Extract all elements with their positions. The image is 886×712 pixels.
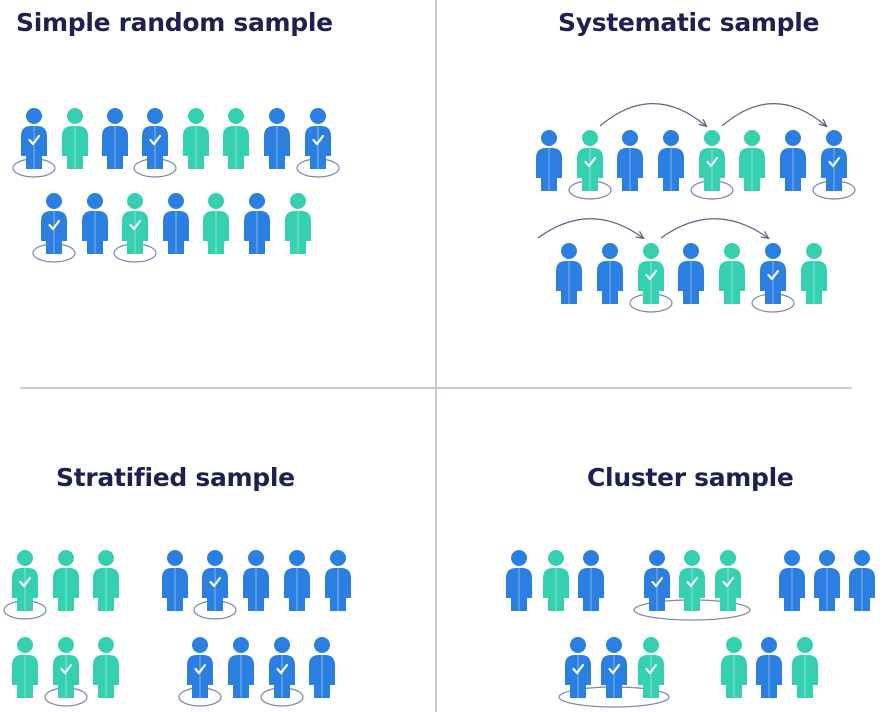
person-icon <box>243 550 269 611</box>
person-icon <box>638 243 664 304</box>
check-icon <box>149 134 162 146</box>
person-icon <box>93 637 119 698</box>
cluster-sample-title: Cluster sample <box>587 463 794 492</box>
arrow-icon <box>660 218 768 238</box>
person-icon <box>715 550 741 611</box>
check-icon <box>722 576 735 588</box>
person-icon <box>658 130 684 191</box>
check-icon <box>60 663 73 675</box>
person-icon <box>162 550 188 611</box>
person-icon <box>577 130 603 191</box>
person-icon <box>285 193 311 254</box>
person-icon <box>506 550 532 611</box>
person-icon <box>739 130 765 191</box>
person-icon <box>678 243 704 304</box>
check-icon <box>209 576 222 588</box>
arrow-icon <box>537 218 643 238</box>
person-icon <box>53 637 79 698</box>
person-icon <box>203 193 229 254</box>
person-icon <box>284 550 310 611</box>
person-icon <box>102 108 128 169</box>
check-icon <box>48 219 61 231</box>
check-icon <box>276 663 289 675</box>
person-icon <box>699 130 725 191</box>
person-icon <box>309 637 335 698</box>
person-icon <box>780 130 806 191</box>
person-icon <box>565 637 591 698</box>
check-icon <box>686 576 699 588</box>
person-icon <box>82 193 108 254</box>
person-icon <box>53 550 79 611</box>
person-icon <box>578 550 604 611</box>
check-icon <box>194 663 207 675</box>
person-icon <box>644 550 670 611</box>
check-icon <box>572 663 585 675</box>
arrow-icon <box>721 103 826 126</box>
person-icon <box>223 108 249 169</box>
person-icon <box>679 550 705 611</box>
person-icon <box>202 550 228 611</box>
person-icon <box>756 637 782 698</box>
person-icon <box>41 193 67 254</box>
systematic-sample-title: Systematic sample <box>558 8 820 37</box>
check-icon <box>28 134 41 146</box>
person-icon <box>719 243 745 304</box>
check-icon <box>608 663 621 675</box>
person-icon <box>325 550 351 611</box>
person-icon <box>21 108 47 169</box>
person-icon <box>93 550 119 611</box>
person-icon <box>617 130 643 191</box>
person-icon <box>187 637 213 698</box>
stratified-sample-title: Stratified sample <box>56 463 295 492</box>
person-icon <box>779 550 805 611</box>
person-icon <box>244 193 270 254</box>
person-icon <box>821 130 847 191</box>
person-icon <box>163 193 189 254</box>
person-icon <box>183 108 209 169</box>
person-icon <box>556 243 582 304</box>
person-icon <box>122 193 148 254</box>
person-icon <box>601 637 627 698</box>
person-icon <box>269 637 295 698</box>
person-icon <box>536 130 562 191</box>
person-icon <box>760 243 786 304</box>
check-icon <box>706 156 719 168</box>
person-icon <box>597 243 623 304</box>
person-icon <box>305 108 331 169</box>
person-icon <box>228 637 254 698</box>
check-icon <box>312 134 325 146</box>
check-icon <box>584 156 597 168</box>
arrow-icon <box>599 103 706 126</box>
check-icon <box>19 576 32 588</box>
check-icon <box>645 663 658 675</box>
person-icon <box>638 637 664 698</box>
check-icon <box>651 576 664 588</box>
person-icon <box>142 108 168 169</box>
check-icon <box>767 269 780 281</box>
person-icon <box>12 550 38 611</box>
simple-random-sample-title: Simple random sample <box>16 8 333 37</box>
person-icon <box>62 108 88 169</box>
check-icon <box>828 156 841 168</box>
person-icon <box>12 637 38 698</box>
person-icon <box>721 637 747 698</box>
person-icon <box>264 108 290 169</box>
person-icon <box>543 550 569 611</box>
check-icon <box>645 269 658 281</box>
person-icon <box>849 550 875 611</box>
check-icon <box>129 219 142 231</box>
person-icon <box>792 637 818 698</box>
person-icon <box>801 243 827 304</box>
person-icon <box>814 550 840 611</box>
